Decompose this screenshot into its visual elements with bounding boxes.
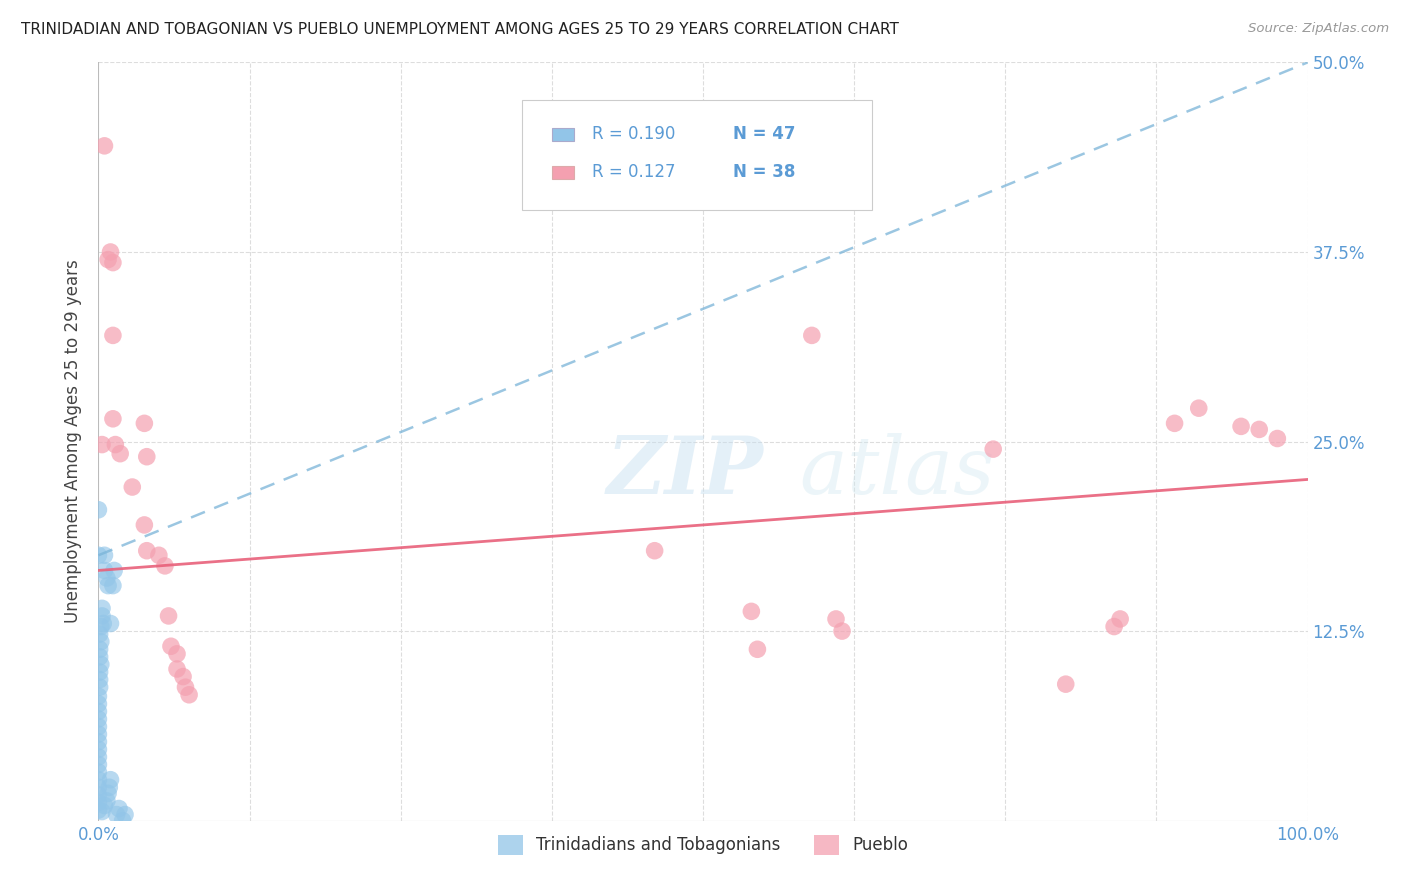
Point [108,801,131,815]
Point [101,328,124,343]
Point [100,244,122,259]
Legend: Trinidadians and Tobagonians, Pueblo: Trinidadians and Tobagonians, Pueblo [491,828,915,862]
Point [87,735,110,749]
Point [747,642,769,657]
Point [135,543,157,558]
Point [114,807,136,822]
Point [740,604,762,618]
Point [90,634,112,648]
Point [172,669,194,683]
Point [134,417,156,431]
Point [87,757,110,772]
Point [1230,419,1253,434]
Point [1054,677,1077,691]
Point [148,548,170,563]
Point [87,772,110,787]
Point [1102,619,1125,633]
Point [101,255,124,269]
FancyBboxPatch shape [551,166,574,179]
Point [91,805,114,819]
Point [101,412,124,426]
Point [135,450,157,464]
Point [87,742,110,756]
Text: N = 38: N = 38 [734,163,796,181]
Point [87,803,110,817]
FancyBboxPatch shape [522,101,872,211]
Point [1249,422,1271,436]
Point [89,673,111,687]
Point [87,548,110,563]
Point [87,705,110,719]
Point [179,688,201,702]
Point [97,786,120,800]
Point [87,727,110,741]
Point [89,680,111,694]
Y-axis label: Unemployment Among Ages 25 to 29 years: Unemployment Among Ages 25 to 29 years [65,260,83,624]
Point [87,697,110,711]
Point [800,328,823,343]
Point [166,647,188,661]
Point [108,447,131,461]
Point [96,794,118,808]
Point [98,780,121,795]
Point [166,662,188,676]
Point [93,564,115,578]
Point [91,601,114,615]
Point [174,680,197,694]
Point [825,612,848,626]
Point [87,796,110,810]
Point [831,624,853,639]
Point [153,558,176,573]
Point [89,665,111,679]
Point [89,627,111,641]
Point [100,772,122,787]
Point [134,517,156,532]
Point [1109,612,1132,626]
Point [160,639,183,653]
Point [1267,432,1289,446]
Point [93,798,115,813]
Point [91,437,114,451]
Point [87,788,110,802]
Point [96,571,118,585]
Point [87,720,110,734]
Point [100,616,122,631]
Text: N = 47: N = 47 [734,126,796,144]
Point [101,579,124,593]
Point [91,616,114,631]
Point [981,442,1004,457]
Point [644,543,666,558]
Point [121,480,143,494]
Point [87,750,110,764]
Point [91,608,114,623]
Point [1163,417,1185,431]
Point [97,252,120,267]
Point [157,608,180,623]
Point [97,579,120,593]
Point [93,138,115,153]
Point [87,690,110,704]
Point [90,657,112,672]
Text: TRINIDADIAN AND TOBAGONIAN VS PUEBLO UNEMPLOYMENT AMONG AGES 25 TO 29 YEARS CORR: TRINIDADIAN AND TOBAGONIAN VS PUEBLO UNE… [21,22,898,37]
Point [89,649,111,664]
Point [111,814,134,828]
Point [87,503,110,517]
Point [87,765,110,780]
Point [93,548,115,563]
Point [104,437,127,451]
Text: R = 0.190: R = 0.190 [592,126,675,144]
Point [103,564,125,578]
Point [87,780,110,795]
Text: Source: ZipAtlas.com: Source: ZipAtlas.com [1249,22,1389,36]
FancyBboxPatch shape [551,128,574,141]
Text: atlas: atlas [800,434,995,510]
Point [1188,401,1211,416]
Text: ZIP: ZIP [606,434,763,510]
Point [90,619,112,633]
Point [89,642,111,657]
Point [87,712,110,726]
Point [105,807,128,822]
Text: R = 0.127: R = 0.127 [592,163,675,181]
